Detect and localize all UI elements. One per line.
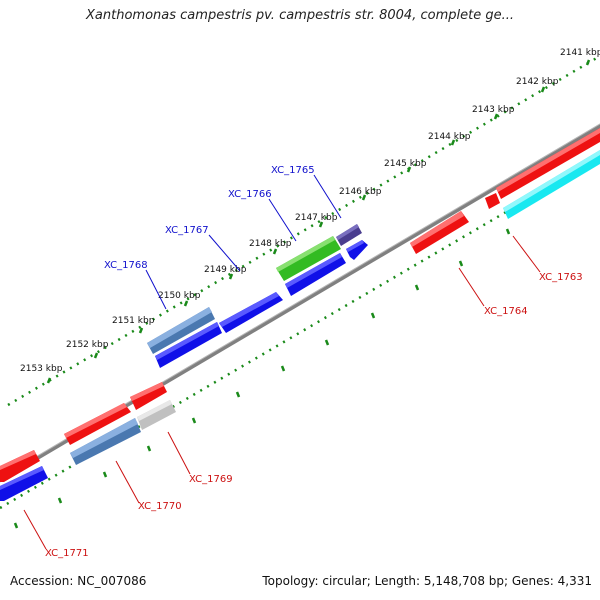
gene-xc1764[interactable] [410,211,469,254]
upper-major-ticks [46,59,591,384]
gene-label[interactable]: XC_1764 [484,306,528,317]
gene-xc1771[interactable] [0,466,48,501]
gene-xc1768[interactable] [147,307,215,354]
gene-reverse-arrow[interactable] [155,322,222,368]
gene-xc1766[interactable] [276,236,341,281]
tick-label: 2148 kbp [249,239,292,249]
gene-xc1767[interactable] [219,292,283,333]
tick-label: 2146 kbp [339,187,382,197]
genome-summary-text: Topology: circular; Length: 5,148,708 bp… [262,574,592,588]
tick-label: 2142 kbp [516,77,559,87]
gene-label[interactable]: XC_1766 [228,189,272,200]
gene-label[interactable]: XC_1769 [189,474,233,485]
tick-label: 2143 kbp [472,105,515,115]
genome-title: Xanthomonas campestris pv. campestris st… [86,8,514,23]
tick-label: 2151 kbp [112,316,155,326]
gene-xc1763[interactable] [503,150,600,219]
gene-forward-arrow[interactable] [0,450,40,482]
gene-label[interactable]: XC_1770 [138,501,182,512]
gene-forward-arrow[interactable] [496,128,600,199]
gene-label[interactable]: XC_1771 [45,548,89,559]
tick-label: 2153 kbp [20,364,63,374]
gene-xc1765[interactable] [336,224,362,246]
gene-xc1769[interactable] [137,400,176,430]
gene-label[interactable]: XC_1768 [104,260,148,271]
tick-label: 2141 kbp [560,48,600,58]
gene-forward-arrow[interactable] [64,403,131,445]
gene-xc1770[interactable] [70,418,141,465]
tick-label: 2145 kbp [384,159,427,169]
gene-forward-arrow[interactable] [485,193,500,209]
top-label-leaders [145,174,342,310]
tick-label: 2147 kbp [295,213,338,223]
bottom-label-leaders [23,235,541,550]
gene-label[interactable]: XC_1765 [271,165,315,176]
tick-label: 2149 kbp [204,265,247,275]
tick-label: 2150 kbp [158,291,201,301]
tick-label: 2152 kbp [66,340,109,350]
gene-reverse-arrow[interactable] [346,240,368,260]
gene-label[interactable]: XC_1767 [165,225,209,236]
gene-reverse-arrow[interactable] [285,253,346,296]
accession-text: Accession: NC_007086 [10,574,147,588]
gene-forward-arrow[interactable] [130,382,167,410]
tick-label: 2144 kbp [428,132,471,142]
gene-label[interactable]: XC_1763 [539,272,583,283]
